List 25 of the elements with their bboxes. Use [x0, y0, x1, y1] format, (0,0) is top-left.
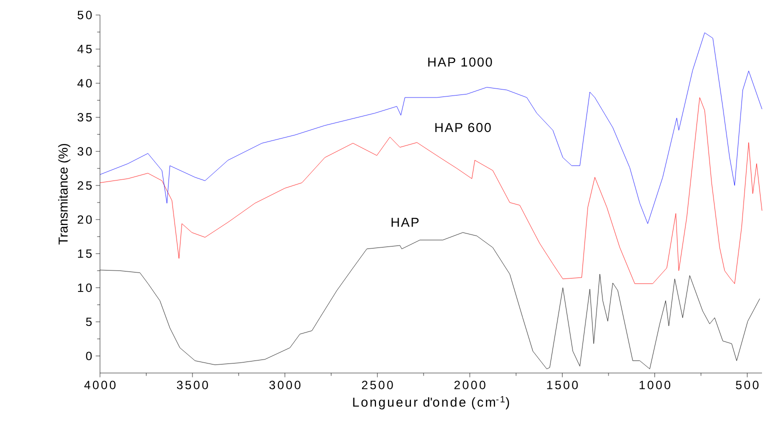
- x-tick-label: 1000: [640, 380, 670, 390]
- y-tick-label: 10: [78, 284, 92, 292]
- y-tick-label: 30: [78, 147, 92, 156]
- x-tick-label: 4000: [84, 380, 116, 390]
- y-axis-title: Transmitance (%): [58, 144, 70, 245]
- x-tick-label: 2500: [362, 380, 393, 390]
- line-series: [100, 97, 762, 284]
- series-label: HAP: [392, 218, 419, 227]
- x-tick-label: 500: [736, 380, 758, 390]
- x-tick-label: 1500: [547, 380, 578, 390]
- y-tick-label: 20: [78, 215, 92, 224]
- y-tick-label: 45: [77, 44, 92, 54]
- y-tick-label: 15: [78, 250, 92, 258]
- series-label: HAP 1000: [428, 57, 492, 67]
- y-tick-label: 35: [78, 113, 92, 122]
- x-tick-label: 3000: [269, 380, 300, 390]
- y-tick-label: 25: [78, 181, 92, 190]
- x-tick-label: 2000: [454, 380, 486, 390]
- y-tick-label: 50: [78, 10, 92, 20]
- y-tick-label: 40: [77, 78, 92, 88]
- x-tick-label: 3500: [176, 380, 208, 390]
- y-tick-label: 5: [86, 318, 92, 326]
- y-tick-label: 0: [86, 352, 92, 360]
- x-axis-title: Longueur d'onde (cm$^{-1}$): [353, 396, 510, 410]
- series-label: HAP 600: [435, 122, 491, 132]
